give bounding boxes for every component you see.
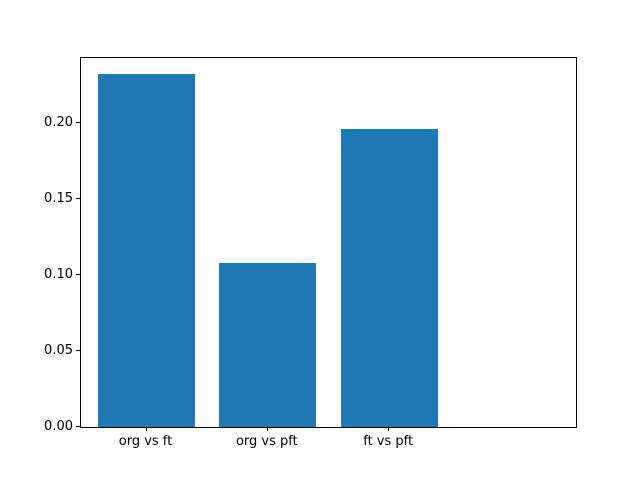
y-tick-mark — [76, 349, 80, 351]
x-tick-mark — [388, 427, 390, 431]
y-tick-label: 0.00 — [44, 419, 73, 434]
bar-org-vs-pft — [219, 262, 317, 427]
y-tick-label: 0.10 — [44, 266, 73, 282]
x-tick-mark — [145, 427, 147, 431]
bar-ft-vs-pft — [340, 128, 438, 427]
y-tick-label: 0.05 — [44, 342, 73, 358]
y-tick-label: 0.15 — [44, 190, 73, 206]
y-tick-mark — [76, 121, 80, 123]
y-tick-mark — [76, 426, 80, 427]
plot-inner-region — [81, 58, 576, 427]
x-tick-label: org vs pft — [235, 434, 298, 449]
x-tick-mark — [266, 427, 268, 431]
plot-area — [80, 57, 577, 428]
y-tick-mark — [76, 197, 80, 199]
x-tick-label: ft vs pft — [363, 434, 414, 449]
bar-org-vs-ft — [97, 73, 196, 427]
y-tick-label: 0.20 — [44, 114, 73, 130]
x-tick-label: org vs ft — [118, 434, 173, 449]
y-tick-mark — [76, 273, 80, 275]
